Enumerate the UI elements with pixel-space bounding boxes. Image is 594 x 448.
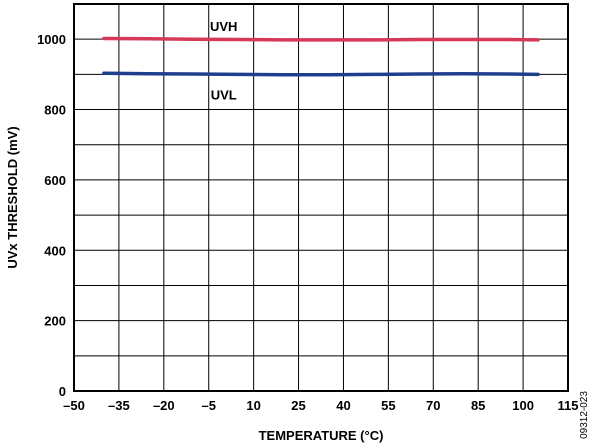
plot-frame [73, 3, 569, 392]
y-tick-label: 1000 [37, 32, 66, 47]
series-line-uvl [102, 71, 540, 77]
y-tick-label: 800 [44, 103, 66, 118]
figure-id: 09312-023 [579, 391, 590, 439]
x-tick-label: 100 [512, 398, 534, 413]
y-tick-label: 600 [44, 173, 66, 188]
x-axis-label: TEMPERATURE (°C) [259, 428, 384, 443]
y-axis-label: UVx THRESHOLD (mV) [5, 126, 20, 268]
x-tick-label: 85 [471, 398, 485, 413]
series-layer [102, 36, 540, 77]
series-label-uvh: UVH [210, 19, 237, 34]
x-tick-label: 40 [336, 398, 350, 413]
x-tick-label: 25 [291, 398, 305, 413]
series-label-uvl: UVL [211, 88, 237, 103]
x-tick-label: 10 [246, 398, 260, 413]
series-line-uvh [102, 36, 540, 42]
x-tick-label: 70 [426, 398, 440, 413]
y-tick-label: 400 [44, 243, 66, 258]
grid-lines [73, 4, 569, 392]
x-tick-label: –35 [108, 398, 130, 413]
y-tick-label: 200 [44, 314, 66, 329]
x-tick-labels: –50 –35 –20 –5 10 25 40 55 70 85 100 115 [63, 398, 578, 413]
x-tick-label: 115 [558, 398, 579, 413]
x-tick-label: 55 [381, 398, 395, 413]
x-tick-label: –20 [153, 398, 175, 413]
y-tick-labels: 0 200 400 600 800 1000 [37, 32, 66, 399]
x-tick-label: –5 [201, 398, 215, 413]
x-tick-label: –50 [63, 398, 85, 413]
series-labels: UVH UVL [210, 19, 237, 103]
y-tick-label: 0 [59, 384, 66, 399]
